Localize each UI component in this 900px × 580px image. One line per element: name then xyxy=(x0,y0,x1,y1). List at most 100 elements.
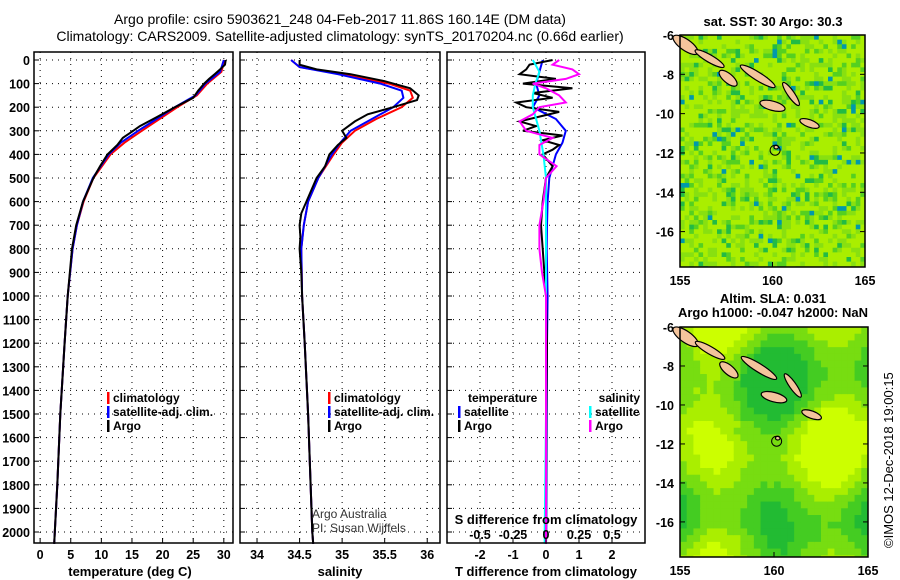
map-cell xyxy=(832,233,838,239)
map-cell xyxy=(726,215,732,221)
map-cell xyxy=(847,541,856,550)
map-cell xyxy=(786,67,792,73)
map-cell xyxy=(851,233,857,239)
map-cell xyxy=(693,215,699,221)
map-cell xyxy=(754,257,760,263)
map-cell xyxy=(767,141,773,147)
map-cell xyxy=(814,535,822,543)
map-cell xyxy=(807,421,815,429)
map-cell xyxy=(841,501,849,509)
map-cell xyxy=(744,224,750,230)
map-cell xyxy=(772,48,778,54)
map-cell xyxy=(787,441,795,449)
map-cell xyxy=(841,141,847,147)
map-cell xyxy=(703,238,709,244)
map-cell xyxy=(712,206,718,212)
map-cell xyxy=(809,81,815,87)
map-cell xyxy=(834,461,842,469)
map-cell xyxy=(861,521,869,529)
map-cell xyxy=(721,233,727,239)
map-cell xyxy=(804,104,810,110)
map-cell xyxy=(717,233,723,239)
map-cell xyxy=(772,224,778,230)
map-cell xyxy=(814,541,822,550)
map-cell xyxy=(841,39,847,45)
map-cell xyxy=(680,521,688,529)
map-cell xyxy=(760,414,768,422)
map-cell xyxy=(726,196,732,202)
map-cell xyxy=(834,501,842,509)
map-cell xyxy=(781,67,787,73)
map-cell xyxy=(707,257,713,263)
map-cell xyxy=(689,72,695,78)
map-cell xyxy=(772,196,778,202)
map-cell xyxy=(753,515,762,523)
map-cell xyxy=(744,53,750,59)
map-cell xyxy=(733,535,741,543)
map-cell xyxy=(727,340,735,348)
map-cell xyxy=(700,441,708,449)
map-cell xyxy=(828,85,834,91)
map-cell xyxy=(800,122,806,128)
map-cell xyxy=(686,461,694,469)
map-cell xyxy=(680,414,688,422)
map-cell xyxy=(680,340,688,348)
map-cell xyxy=(854,340,862,348)
map-cell xyxy=(753,521,762,529)
map-cell xyxy=(760,535,768,543)
map-cell xyxy=(698,150,704,156)
map-cell xyxy=(804,109,810,115)
map-cell xyxy=(851,159,857,165)
map-cell xyxy=(814,488,822,496)
map-cell xyxy=(860,238,866,244)
map-cell xyxy=(747,340,755,348)
map-cell xyxy=(753,548,762,556)
map-cell xyxy=(818,215,824,221)
map-cell xyxy=(846,257,852,263)
map-cell xyxy=(791,247,797,253)
map-cell xyxy=(730,150,736,156)
map-cell xyxy=(823,122,829,128)
map-cell xyxy=(786,53,792,59)
map-cell xyxy=(707,118,713,124)
map-cell xyxy=(791,81,797,87)
map-cell xyxy=(855,224,861,230)
map-cell xyxy=(693,347,701,355)
map-cell xyxy=(735,257,741,263)
map-cell xyxy=(855,261,861,267)
map-cell xyxy=(698,85,704,91)
map-cell xyxy=(851,81,857,87)
map-cell xyxy=(821,434,829,442)
map-cell xyxy=(727,541,735,550)
map-cell xyxy=(841,535,849,543)
map-cell xyxy=(698,169,704,175)
map-cell xyxy=(744,113,750,119)
map-cell xyxy=(828,196,834,202)
map-cell xyxy=(860,132,866,138)
map-cell xyxy=(772,229,778,235)
map-cell xyxy=(721,252,727,258)
y-tick-label: 1600 xyxy=(2,432,30,446)
map-cell xyxy=(855,122,861,128)
map-cell xyxy=(698,164,704,170)
map-cell xyxy=(760,333,768,341)
map-cell xyxy=(786,243,792,249)
map-cell xyxy=(707,99,713,105)
map-cell xyxy=(832,39,838,45)
map-cell xyxy=(730,169,736,175)
map-cell xyxy=(744,210,750,216)
map-cell xyxy=(733,421,741,429)
map-cell xyxy=(800,127,806,133)
map-cell xyxy=(818,233,824,239)
map-cell xyxy=(740,58,746,64)
map-cell xyxy=(767,380,775,388)
map-cell xyxy=(707,229,713,235)
map-cell xyxy=(809,104,815,110)
map-cell xyxy=(860,233,866,239)
map-cell xyxy=(720,535,728,543)
map-cell xyxy=(706,327,715,335)
map-cell xyxy=(851,95,857,101)
map-cell xyxy=(851,99,857,105)
map-cell xyxy=(727,474,735,482)
map-cell xyxy=(832,127,838,133)
